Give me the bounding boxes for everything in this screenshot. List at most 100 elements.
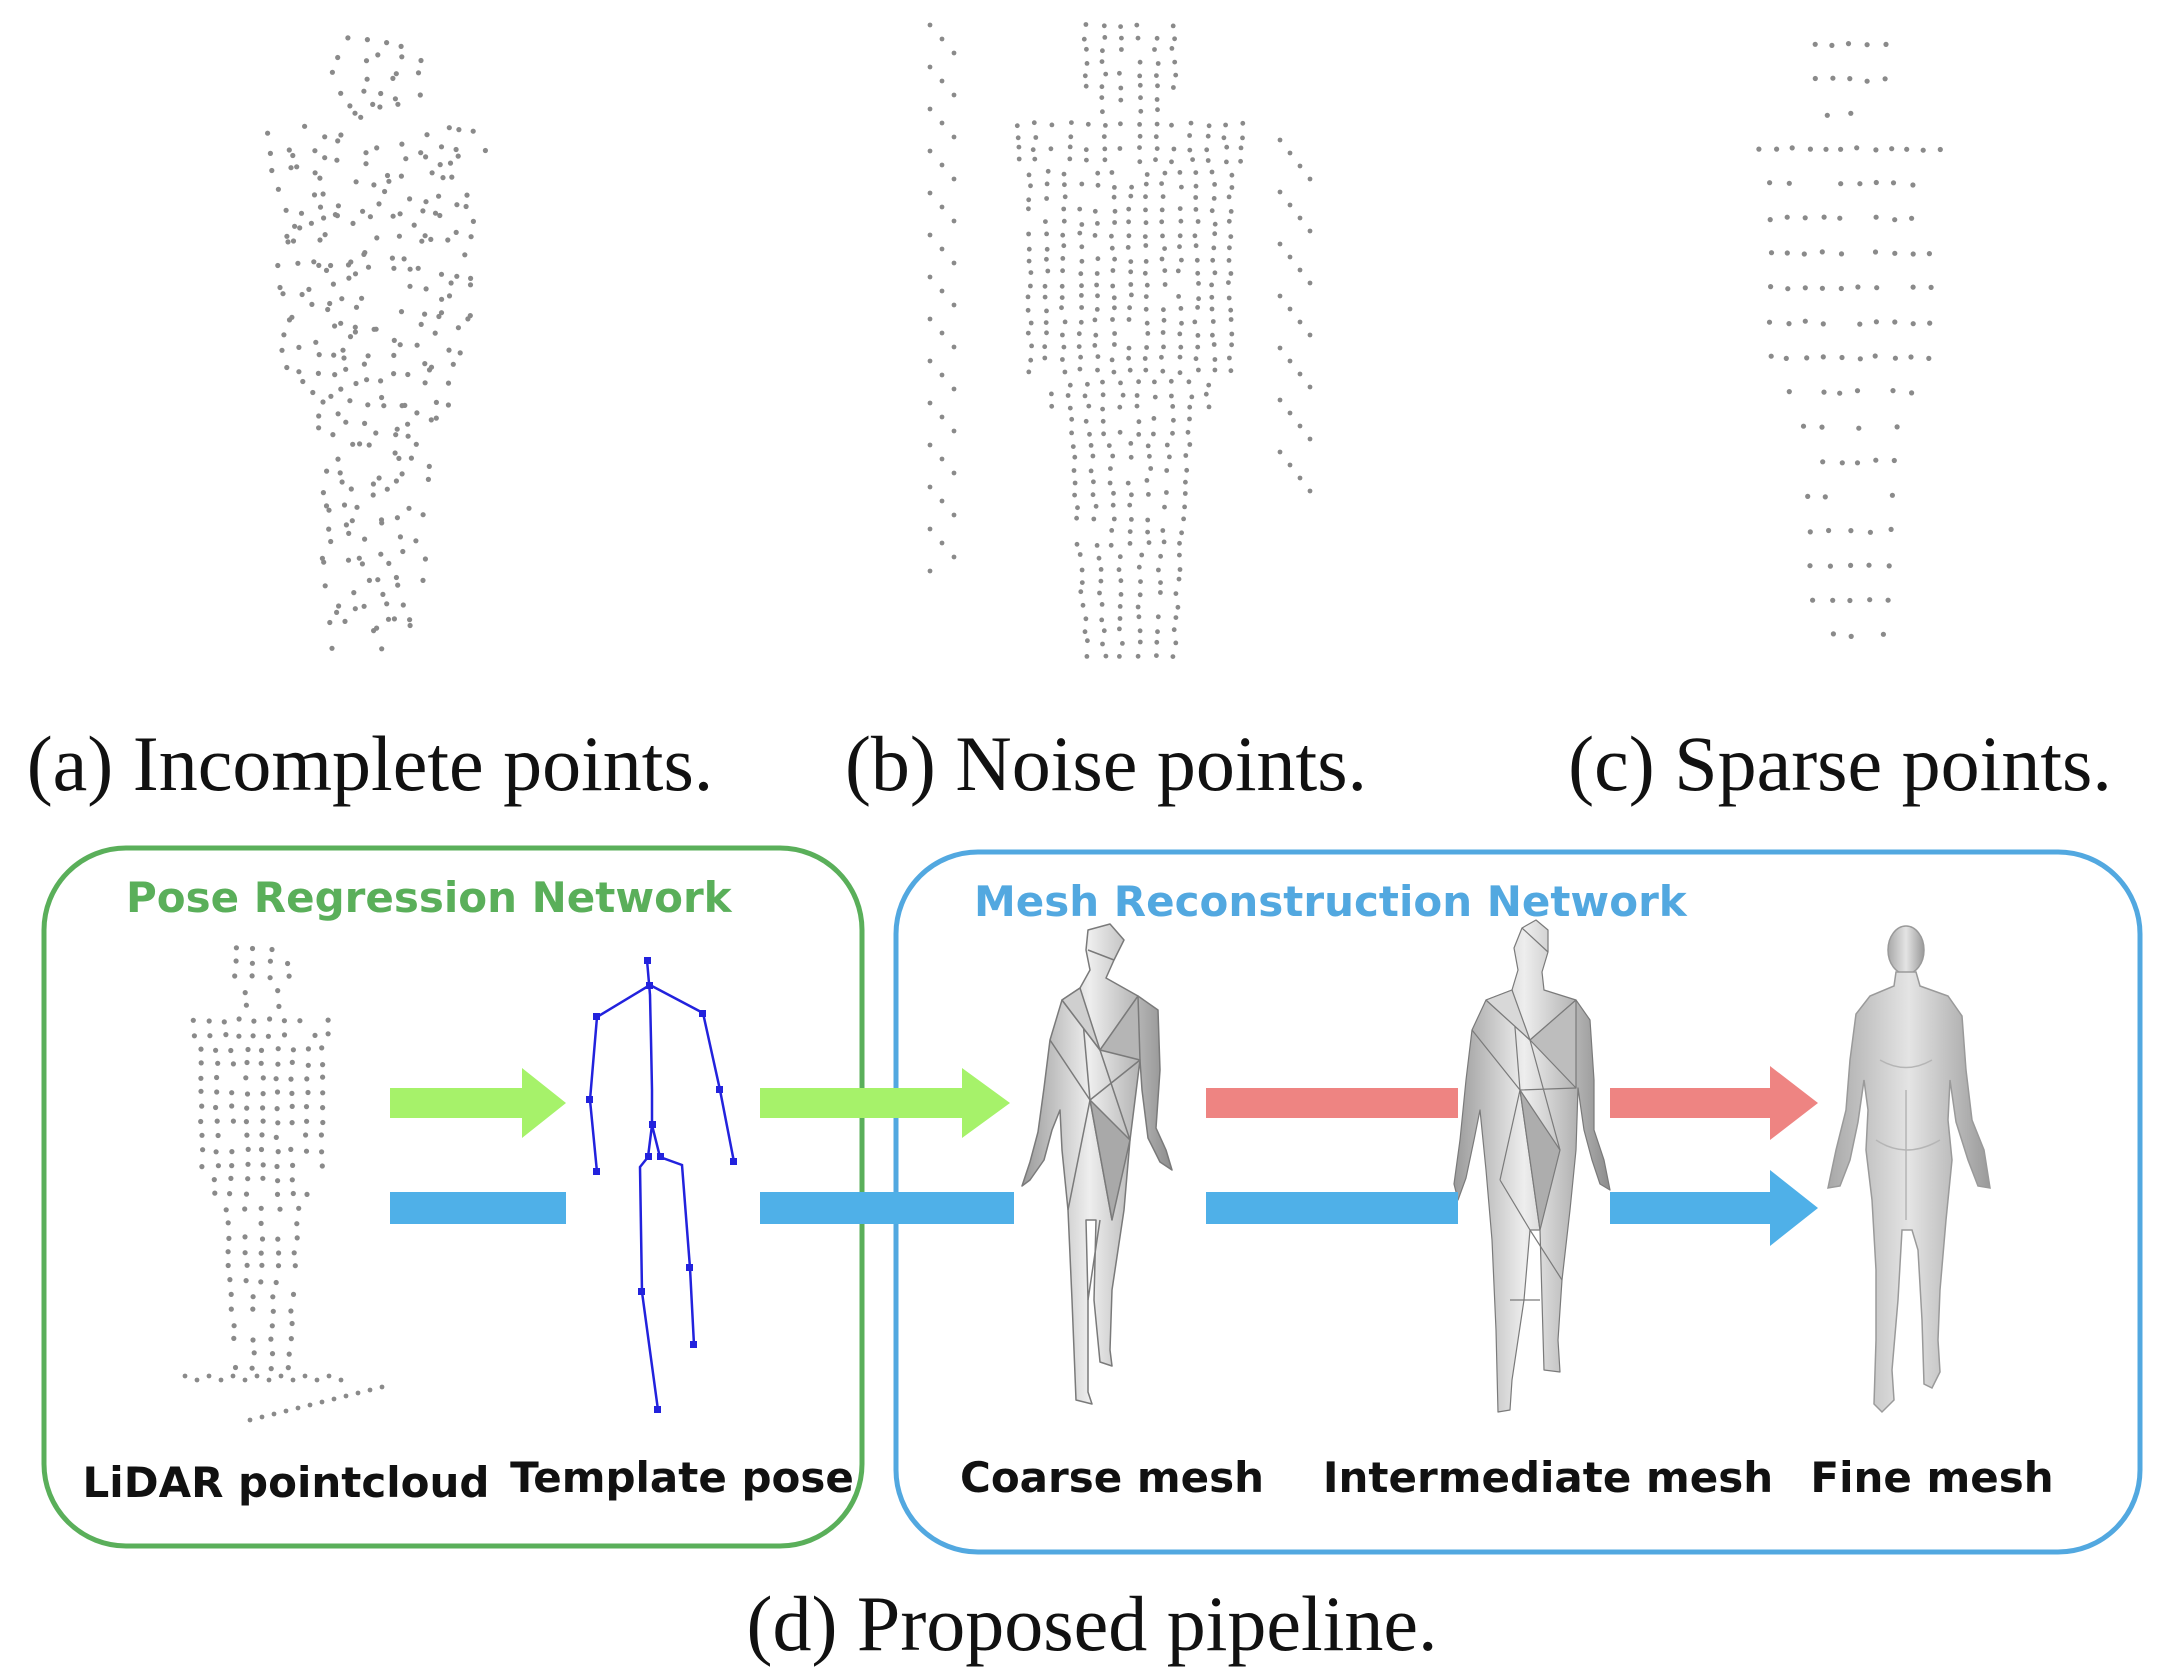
point <box>927 400 933 406</box>
point <box>361 603 367 609</box>
point <box>1044 246 1050 252</box>
point <box>242 1250 248 1256</box>
point <box>364 76 370 82</box>
point <box>1238 158 1243 164</box>
point <box>1145 529 1150 535</box>
point <box>300 378 306 385</box>
point <box>289 1090 295 1096</box>
point <box>1159 207 1165 213</box>
point <box>1904 146 1910 152</box>
point <box>1065 393 1071 398</box>
point <box>334 609 340 616</box>
point <box>1093 332 1099 338</box>
point <box>1240 135 1245 141</box>
point <box>1138 108 1144 114</box>
point <box>1193 207 1199 212</box>
point <box>284 364 290 371</box>
point <box>1137 133 1143 139</box>
point <box>1139 552 1145 558</box>
point <box>465 316 471 322</box>
point <box>357 441 363 447</box>
point <box>1086 403 1092 409</box>
point <box>249 945 256 952</box>
point <box>1092 208 1098 214</box>
point <box>1062 194 1068 200</box>
point <box>313 339 319 345</box>
point <box>1118 592 1124 597</box>
point <box>1031 120 1037 126</box>
point <box>349 518 355 524</box>
point <box>277 1206 283 1212</box>
lidar-pointcloud <box>182 945 385 1423</box>
point <box>1158 553 1163 559</box>
point <box>362 420 368 426</box>
point <box>415 70 422 76</box>
point <box>400 602 406 608</box>
point <box>397 342 403 348</box>
point <box>303 1104 310 1110</box>
point <box>371 326 377 332</box>
point <box>1193 170 1199 176</box>
point <box>354 504 360 510</box>
point <box>1756 146 1762 152</box>
point <box>370 101 376 107</box>
point <box>275 1236 281 1242</box>
point <box>281 1032 288 1038</box>
point <box>1100 418 1106 424</box>
point <box>1168 378 1174 384</box>
point <box>353 304 360 310</box>
point <box>1182 491 1188 496</box>
point <box>951 92 957 98</box>
point <box>198 1046 204 1052</box>
point <box>1112 305 1117 311</box>
point <box>1193 195 1199 200</box>
point <box>1126 206 1132 212</box>
point <box>1084 46 1089 52</box>
point <box>1826 527 1832 534</box>
point <box>229 1103 235 1109</box>
point <box>1129 517 1134 522</box>
point <box>232 973 238 979</box>
point <box>321 215 327 221</box>
point <box>1297 371 1303 377</box>
point <box>1095 182 1101 188</box>
point <box>1094 543 1100 548</box>
point <box>286 1351 292 1357</box>
point <box>1119 47 1124 52</box>
point <box>320 1090 326 1096</box>
point <box>302 123 308 129</box>
point <box>1171 146 1177 152</box>
point <box>1856 425 1862 431</box>
point <box>194 1377 200 1383</box>
point <box>1129 292 1134 298</box>
point <box>1155 61 1161 66</box>
point <box>951 134 957 140</box>
point <box>1176 576 1182 582</box>
point <box>347 334 354 340</box>
point <box>1014 123 1020 129</box>
point <box>1077 366 1083 372</box>
point <box>269 946 275 953</box>
point <box>1177 331 1183 337</box>
point <box>329 69 335 75</box>
point <box>414 342 420 348</box>
point <box>223 1207 229 1213</box>
point <box>312 148 318 154</box>
blue-bar-2 <box>760 1192 1014 1224</box>
point <box>275 1120 281 1126</box>
point <box>225 1249 231 1255</box>
point <box>1096 555 1102 561</box>
point <box>375 577 381 583</box>
point <box>1026 369 1032 375</box>
point <box>1307 176 1313 182</box>
point <box>1822 494 1828 500</box>
point <box>1169 122 1174 128</box>
point <box>1137 122 1142 127</box>
point <box>939 78 945 84</box>
point <box>366 442 372 448</box>
point <box>445 380 452 386</box>
point <box>302 1373 308 1379</box>
point <box>1101 23 1107 29</box>
point <box>1894 424 1900 430</box>
point <box>308 220 314 226</box>
